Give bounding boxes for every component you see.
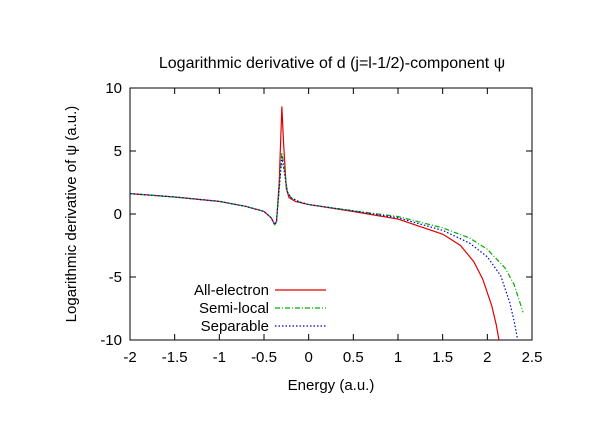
x-tick-label: -1.5: [162, 349, 188, 366]
x-tick-label: 1.5: [432, 349, 453, 366]
chart-title: Logarithmic derivative of d (j=l-1/2)-co…: [159, 55, 505, 72]
x-tick-label: -0.5: [251, 349, 277, 366]
x-tick-label: 2: [483, 349, 491, 366]
series-line-all-electron: [130, 106, 500, 340]
legend-label-separable: Separable: [201, 318, 269, 335]
x-tick-label: 2.5: [522, 349, 543, 366]
x-axis-label: Energy (a.u.): [288, 377, 375, 394]
legend-label-all-electron: All-electron: [194, 282, 269, 299]
series-line-semi-local: [130, 151, 524, 313]
y-tick-label: -5: [109, 269, 122, 286]
y-tick-label: -10: [100, 332, 122, 349]
series-group: [130, 106, 524, 340]
y-axis-label: Logarithmic derivative of ψ (a.u.): [63, 106, 80, 323]
x-tick-label: 0: [304, 349, 312, 366]
x-tick-label: 1: [394, 349, 402, 366]
x-tick-label: -2: [123, 349, 136, 366]
legend-label-semi-local: Semi-local: [199, 300, 269, 317]
plot-frame: [129, 87, 533, 341]
series-line-separable: [130, 156, 519, 340]
x-tick-label: 0.5: [343, 349, 364, 366]
y-tick-label: 0: [114, 206, 122, 223]
x-tick-label: -1: [213, 349, 226, 366]
plot-area: -2 -1.5 -1 -0.5 0 0.5 1 1.5 2 2.5 -10 -5 0 5 10 All-ele…: [100, 80, 542, 366]
y-tick-label: 10: [105, 80, 122, 97]
y-tick-label: 5: [114, 143, 122, 160]
